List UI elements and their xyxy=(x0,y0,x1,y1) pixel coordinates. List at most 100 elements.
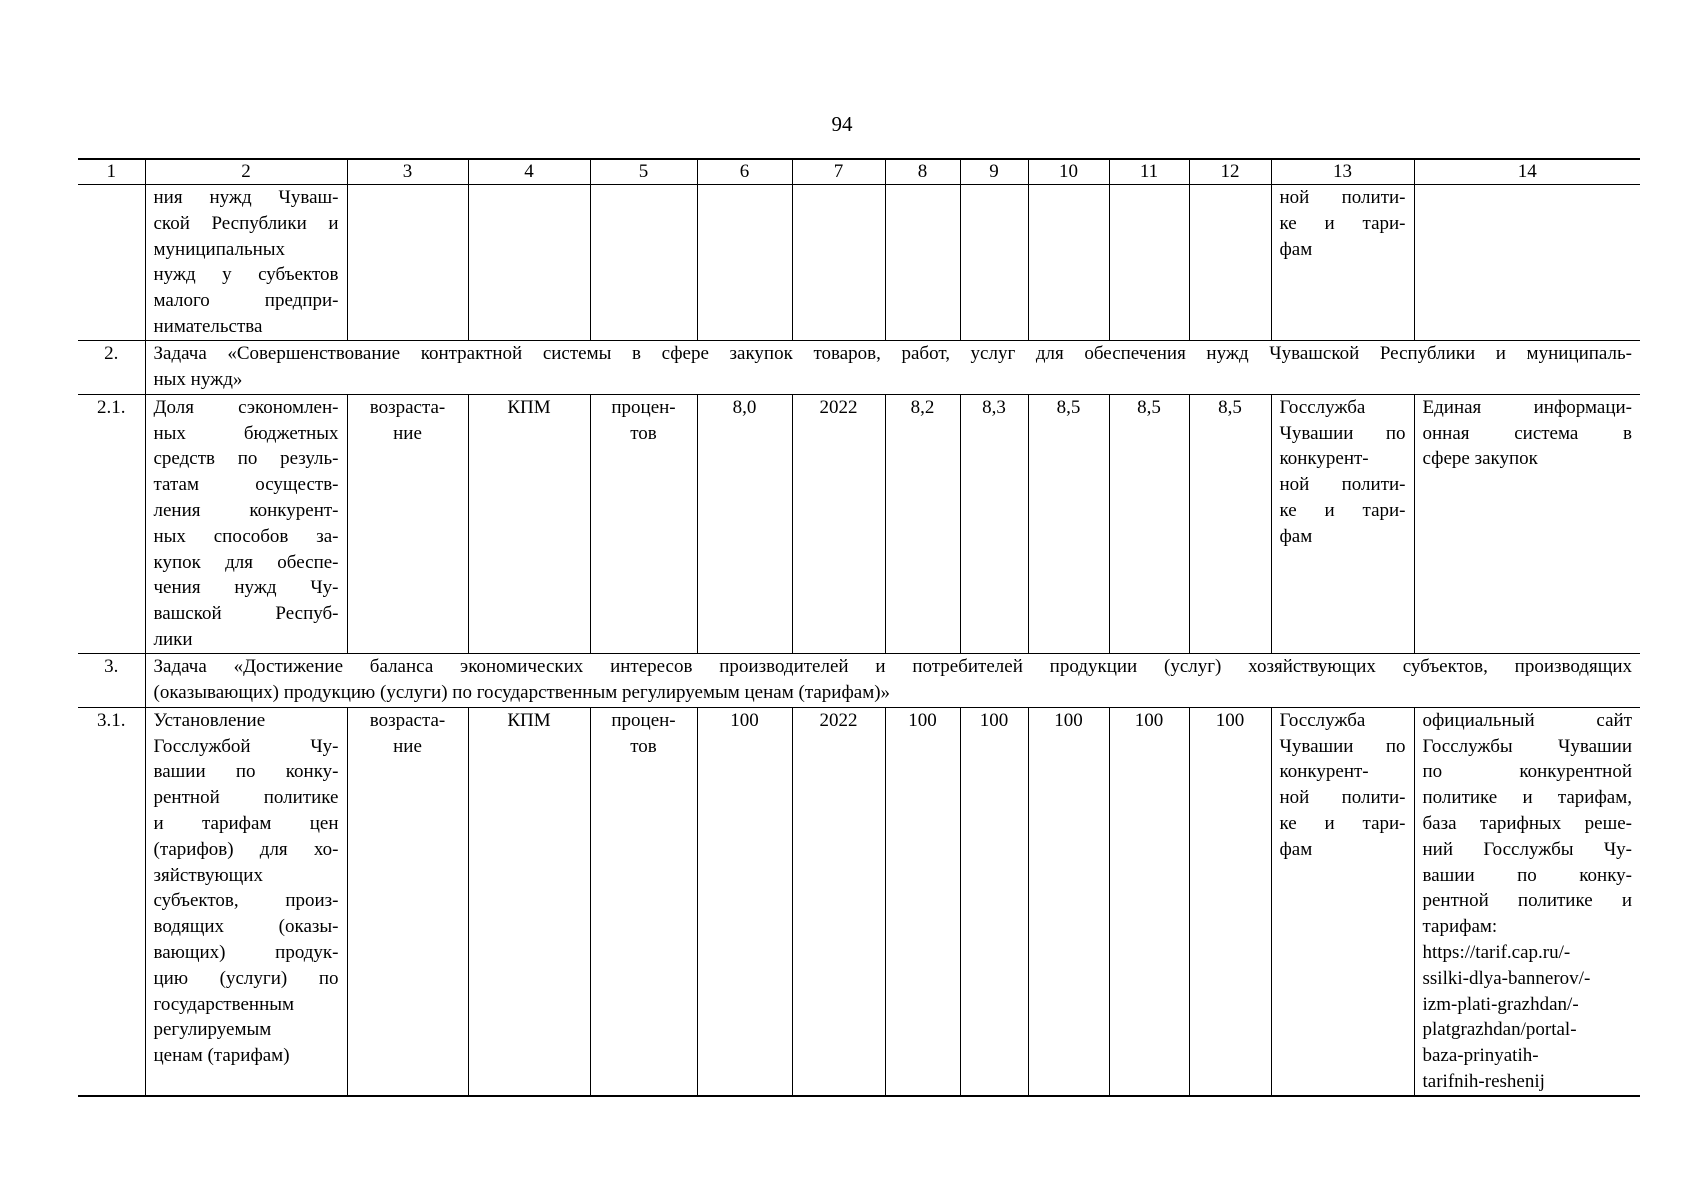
text-line: ской Республики и xyxy=(153,212,339,234)
text-line: возраста- xyxy=(369,396,446,418)
text-line: рентной политике xyxy=(153,787,339,809)
text-line: 2022 xyxy=(819,709,858,731)
text-line: татам осуществ- xyxy=(153,474,339,496)
cell-col-1 xyxy=(78,184,146,341)
column-number: 11 xyxy=(1108,158,1190,185)
text-line: https://tarif.cap.ru/- xyxy=(1422,941,1571,963)
column-number: 7 xyxy=(791,158,886,185)
text-line: вашской Респуб- xyxy=(153,603,339,625)
text-line: tarifnih-reshenij xyxy=(1422,1070,1545,1092)
text-line: Госслужба xyxy=(1279,396,1366,418)
text-line: 3.1. xyxy=(97,709,126,731)
text-line: ных бюджетных xyxy=(153,422,339,444)
text-line: Доля сэкономлен- xyxy=(153,396,339,418)
cell-col-14 xyxy=(1413,184,1640,341)
cell-col-7: 2022 xyxy=(791,706,886,1097)
text-line: цию (услуги) по xyxy=(153,967,339,989)
text-line: чения нужд Чу- xyxy=(153,577,339,599)
text-line: зяйствующих xyxy=(153,864,263,886)
text-line: platgrazhdan/portal- xyxy=(1422,1019,1577,1041)
cell-col-10 xyxy=(1027,184,1110,341)
text-line: 8,5 xyxy=(1218,396,1242,418)
text-line: официальный сайт xyxy=(1422,709,1633,731)
text-line: Чувашии по xyxy=(1279,735,1406,757)
text-line: Госслужбой Чу- xyxy=(153,735,339,757)
text-line: купок для обеспе- xyxy=(153,551,339,573)
text-line: ний Госслужбы Чу- xyxy=(1422,838,1633,860)
task-row: 3. Задача «Достижение баланса экономическ… xyxy=(78,652,1640,708)
text-line: процен- xyxy=(611,396,676,418)
cell-col-3: возраста-ние xyxy=(346,706,469,1097)
text-line: вашии по конку- xyxy=(153,761,339,783)
cell-col-6: 8,0 xyxy=(696,393,793,654)
table-row: 2.1. Доля сэкономлен-ных бюджетных средств… xyxy=(78,393,1640,654)
task-row: 2. Задача «Совершенствование контрактной … xyxy=(78,339,1640,395)
text-line: 2.1. xyxy=(97,396,126,418)
text-line: ной полити- xyxy=(1279,474,1406,496)
text-line: ние xyxy=(393,735,422,757)
text-line: фам xyxy=(1279,238,1313,260)
text-line: регулируемым xyxy=(153,1019,272,1041)
column-number: 4 xyxy=(467,158,591,185)
text-line: ния нужд Чуваш- xyxy=(153,187,339,208)
cell-col-13: Госслужба Чувашии по конкурент-ной полити-… xyxy=(1270,393,1415,654)
text-line: Госслужбы Чувашии xyxy=(1422,735,1633,757)
cell-col-10: 8,5 xyxy=(1027,393,1110,654)
column-number: 14 xyxy=(1413,158,1640,185)
text-line: 8,2 xyxy=(910,396,935,418)
cell-col-12: 8,5 xyxy=(1188,393,1272,654)
row-number: 2. xyxy=(78,339,146,395)
cell-col-11 xyxy=(1108,184,1190,341)
text-line: baza-prinyatih- xyxy=(1422,1045,1539,1067)
indicators-table: 1 2 3 4 5 6 7 8 9 10 11 12 13 14 ния нужд Чуваш-ской Р… xyxy=(78,158,1640,1097)
text-line: ценам (тарифам) xyxy=(153,1045,290,1067)
text-line: вающих) продук- xyxy=(153,941,339,963)
cell-col-4 xyxy=(467,184,591,341)
page-number: 94 xyxy=(831,112,853,136)
cell-col-3 xyxy=(346,184,469,341)
cell-col-6: 100 xyxy=(696,706,793,1097)
text-line: онная система в xyxy=(1422,422,1633,444)
text-line: нимательства xyxy=(153,315,263,337)
text-line: государственным xyxy=(153,993,295,1015)
text-line: фам xyxy=(1279,838,1313,860)
task-title: Задача «Совершенствование контрактной си… xyxy=(144,339,1640,395)
text-line: субъектов, произ- xyxy=(153,890,339,912)
cell-col-2: Установление Госслужбой Чу-вашии по конку… xyxy=(144,706,348,1097)
cell-col-13: ной полити-ке и тари-фам xyxy=(1270,184,1415,341)
text-line: рентной политике и xyxy=(1422,890,1633,912)
cell-col-5: процен-тов xyxy=(589,706,698,1097)
text-line: 100 xyxy=(979,709,1009,731)
text-line: по конкурентной xyxy=(1422,761,1633,783)
text-line: лики xyxy=(153,628,193,650)
text-line: Единая информаци- xyxy=(1422,396,1633,418)
text-line: 100 xyxy=(1134,709,1164,731)
text-line: фам xyxy=(1279,525,1313,547)
text-line: 8,0 xyxy=(732,396,757,418)
column-number: 9 xyxy=(959,158,1029,185)
text-line: вашии по конку- xyxy=(1422,864,1633,886)
text-line: 8,5 xyxy=(1137,396,1161,418)
cell-col-14: официальный сайт Госслужбы Чувашии по конк… xyxy=(1413,706,1640,1097)
task-title: Задача «Достижение баланса экономических… xyxy=(144,652,1640,708)
cell-col-7 xyxy=(791,184,886,341)
row-number: 3. xyxy=(78,652,146,708)
cell-col-10: 100 xyxy=(1027,706,1110,1097)
text-line: 8,3 xyxy=(982,396,1006,418)
column-number: 6 xyxy=(696,158,793,185)
cell-col-12: 100 xyxy=(1188,706,1272,1097)
cell-col-3: возраста-ние xyxy=(346,393,469,654)
text-line: тов xyxy=(630,735,657,757)
cell-col-9: 100 xyxy=(959,706,1029,1097)
text-line: ной полити- xyxy=(1279,787,1406,809)
text-line: КПМ xyxy=(507,396,551,418)
text-line: политике и тарифам, xyxy=(1422,787,1633,809)
text-line: тов xyxy=(630,422,657,444)
text-line: и тарифам цен xyxy=(153,812,339,834)
column-number: 1 xyxy=(78,158,146,185)
text-line: (оказывающих) продукцию (услуги) по госу… xyxy=(153,681,891,703)
text-line: ных способов за- xyxy=(153,525,339,547)
text-line: ления конкурент- xyxy=(153,499,339,521)
cell-col-1: 3.1. xyxy=(78,706,146,1097)
text-line: ние xyxy=(393,422,422,444)
